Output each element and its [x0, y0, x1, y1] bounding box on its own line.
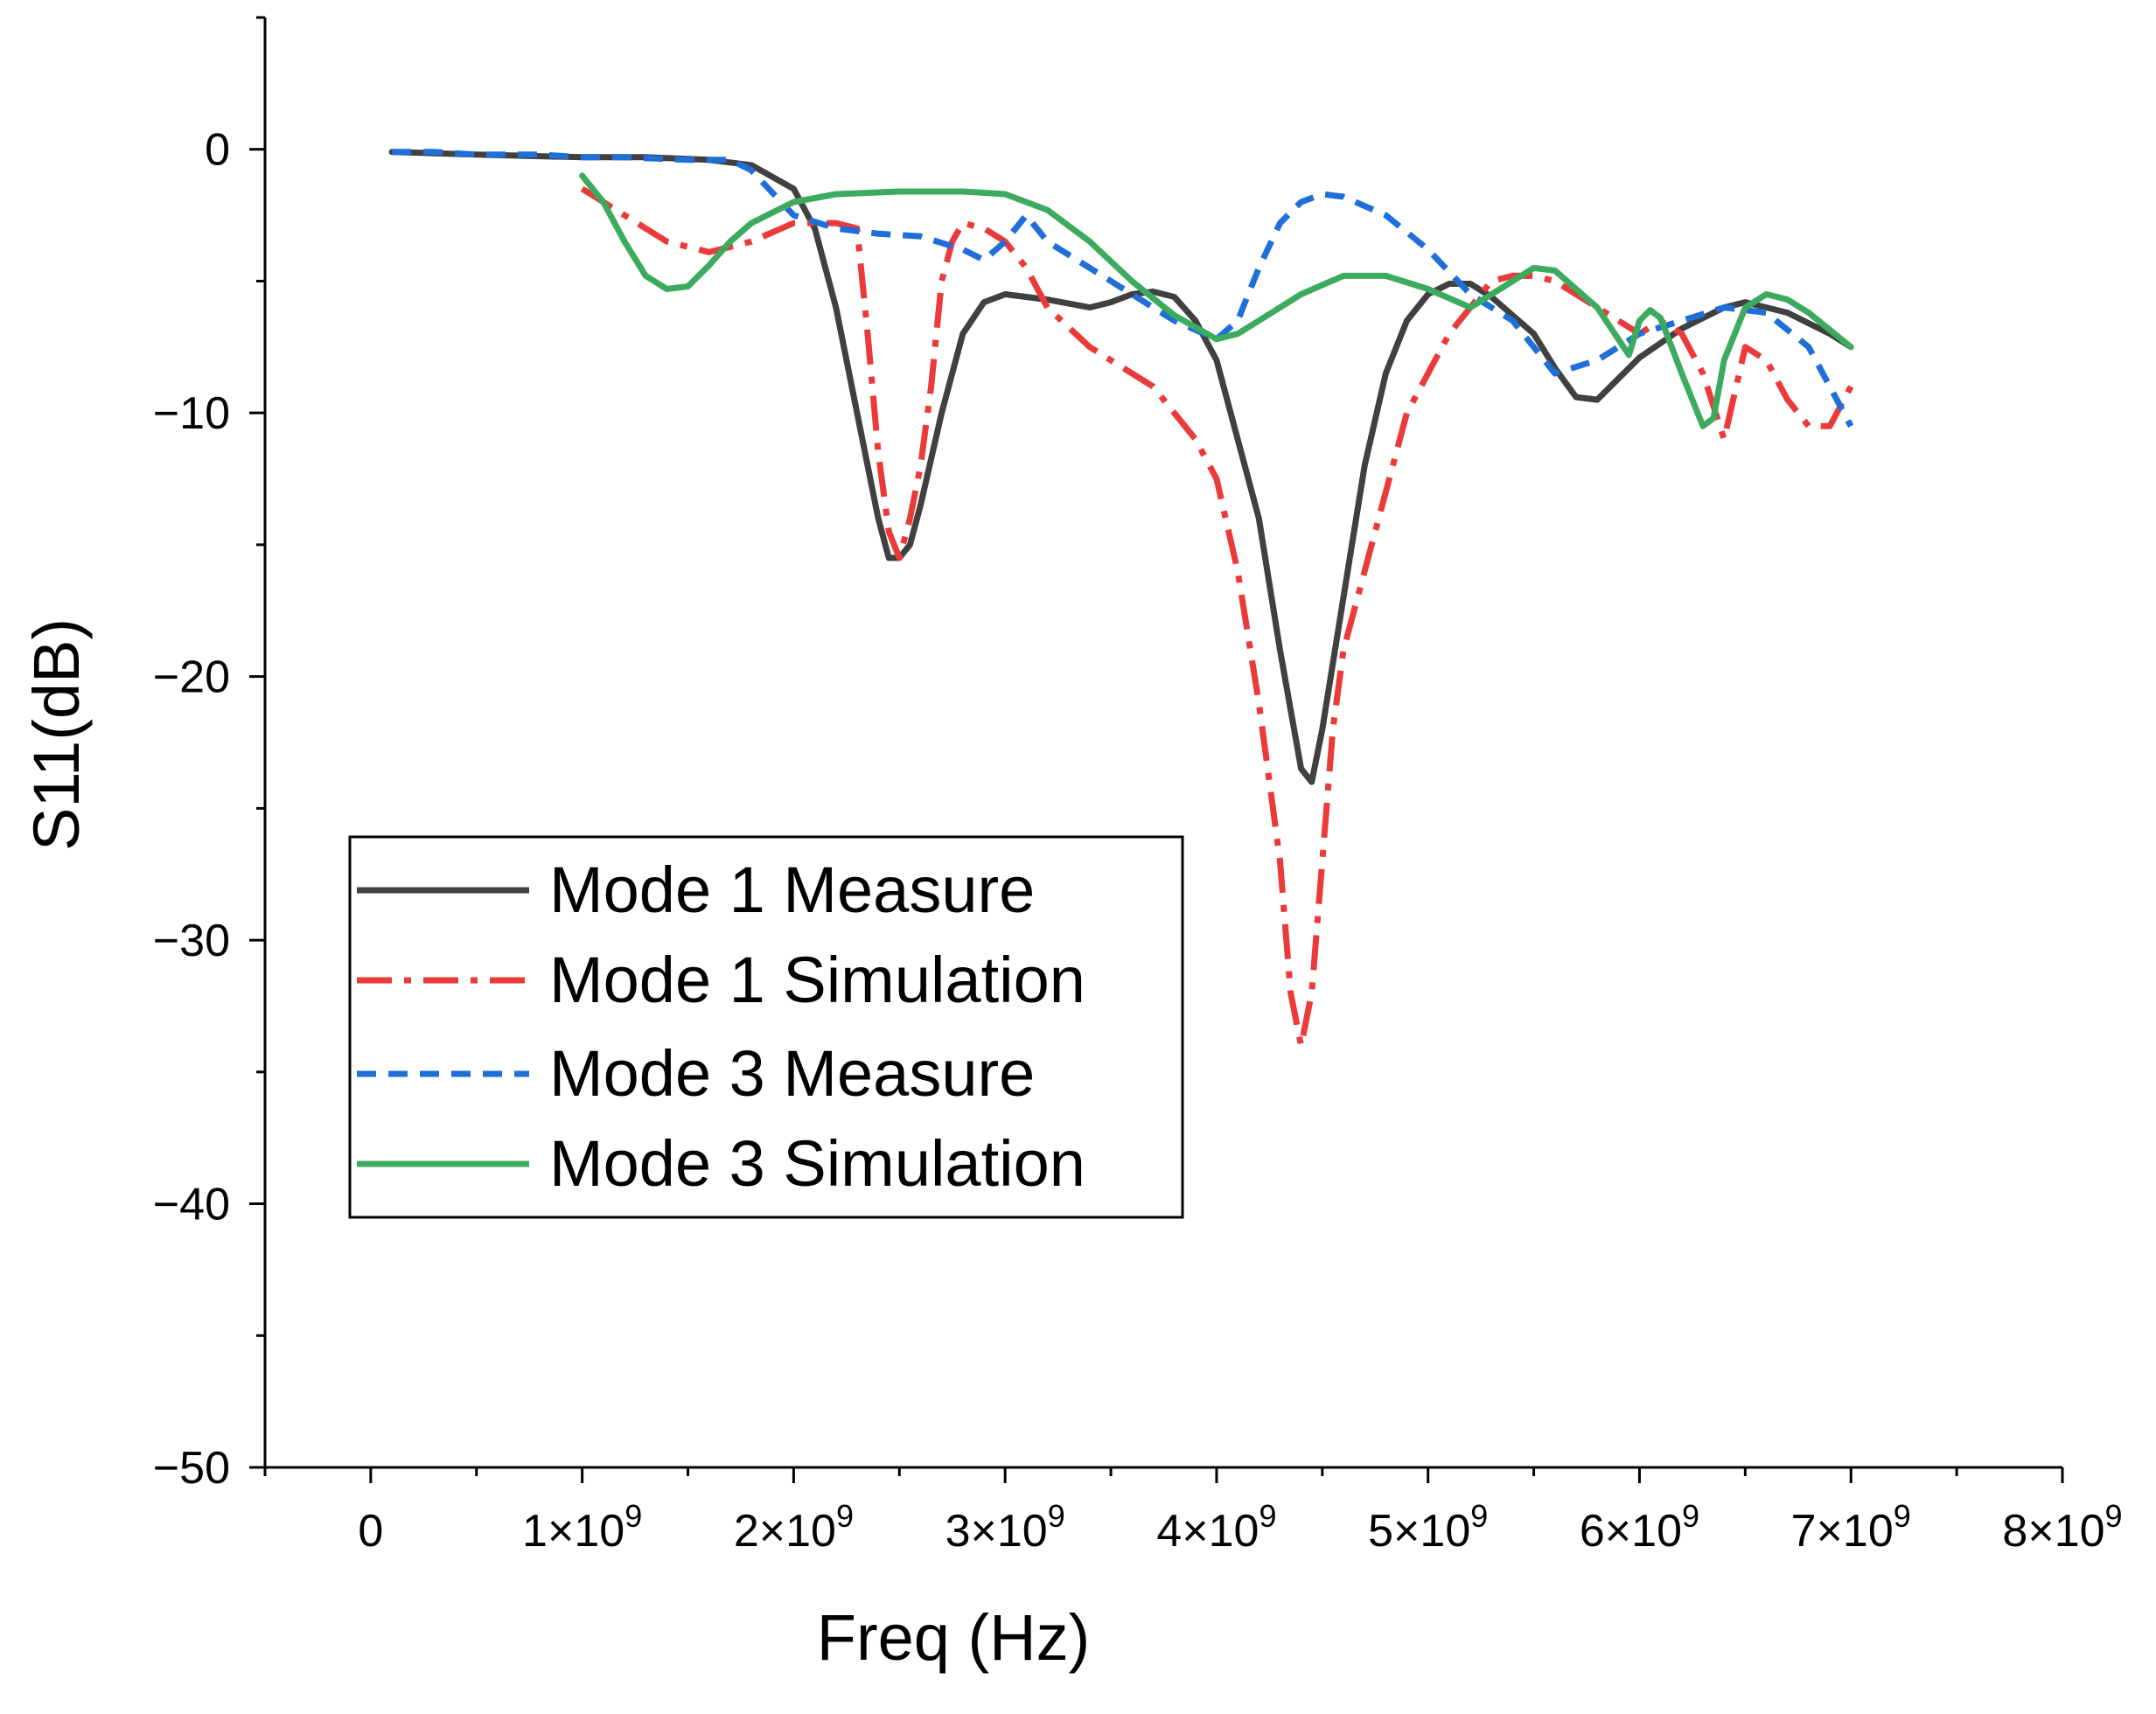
x-tick-label-base: 5×10: [1368, 1506, 1470, 1557]
y-tick-label: 0: [205, 125, 230, 176]
legend-box: [348, 835, 1184, 1219]
x-tick-label-base: 6×10: [1580, 1506, 1682, 1557]
x-tick-label-base: 2×10: [734, 1506, 836, 1557]
series-layer: [388, 149, 1854, 1049]
x-tick-label-exponent: 9: [836, 1498, 854, 1534]
x-tick-label-exponent: 9: [1048, 1498, 1065, 1534]
y-tick-label: −40: [153, 1180, 230, 1230]
x-tick-label-base: 4×10: [1156, 1506, 1259, 1557]
legend: Mode 1 Measure Mode 1 Simulation Mode 3 …: [348, 835, 1184, 1219]
y-axis-title: S11(dB): [20, 618, 93, 851]
x-tick-label: 0: [358, 1506, 383, 1557]
x-tick-label: 3×109: [945, 1498, 1065, 1557]
x-tick-label-base: 8×10: [2002, 1506, 2104, 1557]
tick-labels: 0−10−20−30−40−500 1×109 2×109 3×109 4×109 5×1…: [153, 125, 2123, 1557]
x-tick-label-exponent: 9: [2105, 1498, 2123, 1534]
series-line-mode-1-simulation: [580, 185, 1854, 1049]
x-tick-label: 5×109: [1368, 1498, 1488, 1557]
legend-label-mode3-measure: Mode 3 Measure: [549, 1037, 1035, 1110]
x-tick-label-base: 3×10: [945, 1506, 1048, 1557]
series-line-mode-1-measure: [388, 149, 1854, 785]
x-tick-label: 6×109: [1580, 1498, 1699, 1557]
x-tick-label-base: 1×10: [522, 1506, 624, 1557]
y-tick-label: −30: [153, 916, 230, 966]
y-tick-label: −10: [153, 388, 230, 439]
x-tick-label: 2×109: [734, 1498, 854, 1557]
x-tick-label-exponent: 9: [1259, 1498, 1276, 1534]
x-tick-label-exponent: 9: [1470, 1498, 1488, 1534]
y-tick-label: −20: [153, 652, 230, 703]
x-tick-label-base: 0: [358, 1506, 383, 1557]
x-tick-label-exponent: 9: [1682, 1498, 1699, 1534]
axes: [249, 16, 2064, 1483]
x-tick-label: 1×109: [522, 1498, 642, 1557]
x-tick-label-exponent: 9: [1894, 1498, 1911, 1534]
x-tick-label: 7×109: [1791, 1498, 1911, 1557]
x-tick-label-exponent: 9: [624, 1498, 642, 1534]
series-line-mode-3-simulation: [579, 172, 1854, 429]
legend-label-mode3-simulation: Mode 3 Simulation: [549, 1127, 1085, 1200]
x-axis-title: Freq (Hz): [817, 1601, 1090, 1674]
y-tick-label: −50: [153, 1443, 230, 1494]
x-tick-label-base: 7×10: [1791, 1506, 1894, 1557]
x-tick-label: 8×109: [2002, 1498, 2122, 1557]
legend-label-mode1-simulation: Mode 1 Simulation: [549, 944, 1085, 1016]
x-tick-label: 4×109: [1156, 1498, 1276, 1557]
legend-label-mode1-measure: Mode 1 Measure: [549, 854, 1035, 926]
